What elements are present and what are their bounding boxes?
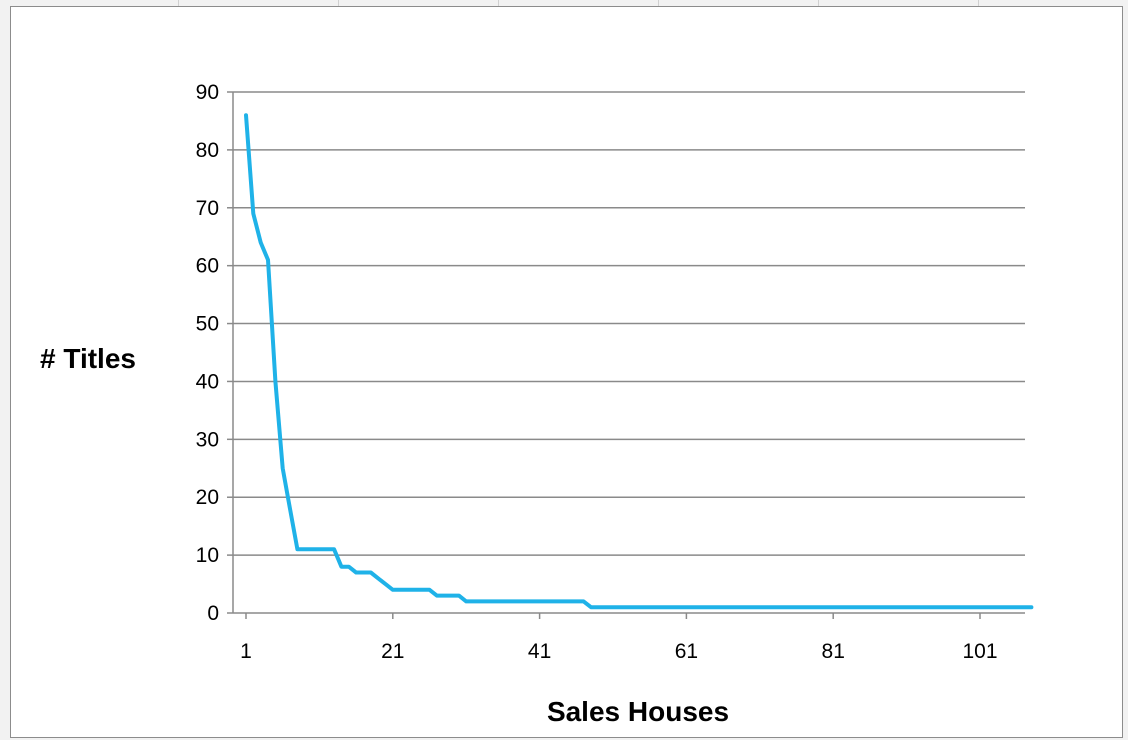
y-tick-label: 50 (196, 313, 219, 336)
y-tick-label: 60 (196, 255, 219, 278)
tick-labels: 0 10 20 30 40 50 60 70 80 90 1 21 41 61 81 101 (196, 81, 998, 663)
x-tick-label: 81 (822, 640, 845, 663)
series-line (244, 113, 1034, 610)
y-tick-label: 20 (196, 486, 219, 509)
x-tick-label: 61 (675, 640, 698, 663)
y-tick-label: 0 (207, 602, 219, 625)
x-axis-title: Sales Houses (547, 696, 729, 727)
y-tick-label: 40 (196, 370, 219, 393)
y-tick-label: 80 (196, 139, 219, 162)
sheet-gridline (178, 0, 179, 8)
series (244, 113, 1034, 610)
y-tick-label: 90 (196, 81, 219, 104)
sheet-gridline (658, 0, 659, 8)
x-tick-label: 21 (381, 640, 404, 663)
y-tick-label: 70 (196, 197, 219, 220)
sheet-gridline (818, 0, 819, 8)
y-tick-label: 10 (196, 544, 219, 567)
sheet-gridline (498, 0, 499, 8)
x-tick-label: 101 (962, 640, 997, 663)
x-tick-label: 1 (240, 640, 252, 663)
x-tick-label: 41 (528, 640, 551, 663)
y-tick-label: 30 (196, 428, 219, 451)
chart-area (10, 6, 1123, 738)
axes (227, 91, 1025, 619)
sheet-gridline (978, 0, 979, 8)
sheet-gridline (338, 0, 339, 8)
y-axis-title: # Titles (40, 343, 136, 374)
gridlines (233, 91, 1025, 556)
